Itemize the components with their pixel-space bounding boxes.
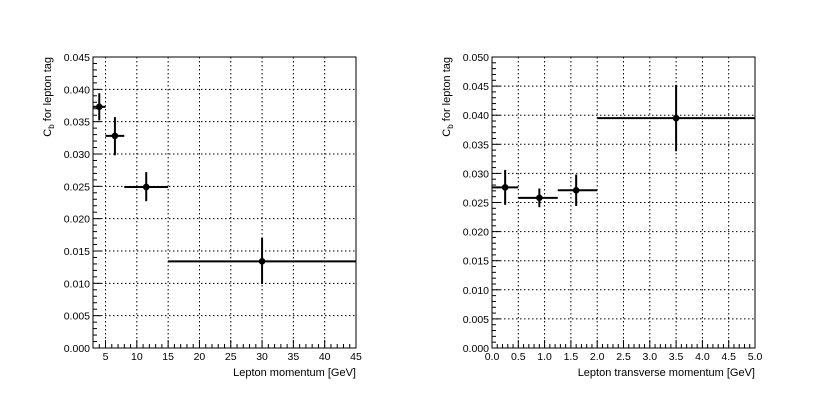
y-axis-label: Cb for lepton tag [42, 57, 56, 137]
x-tick-label: 4.5 [721, 351, 736, 363]
y-tick-label: 0.040 [64, 84, 90, 96]
x-tick-label: 25 [225, 351, 237, 363]
y-tick-label: 0.035 [463, 139, 489, 151]
y-tick-label: 0.005 [64, 311, 90, 323]
x-tick-label: 40 [319, 351, 331, 363]
x-tick-label: 2.5 [616, 351, 631, 363]
x-tick-label: 20 [194, 351, 206, 363]
y-axis-label-main: C [441, 129, 453, 137]
y-tick-label: 0.050 [463, 52, 489, 64]
x-tick-label: 15 [162, 351, 174, 363]
y-axis-label-subscript: b [446, 124, 455, 129]
y-tick-label: 0.030 [64, 149, 90, 161]
x-tick-label: 0.0 [485, 351, 500, 363]
y-tick-label: 0.010 [463, 285, 489, 297]
x-tick-label: 35 [288, 351, 300, 363]
data-point [142, 183, 150, 191]
data-point [572, 186, 580, 194]
y-tick-label: 0.035 [64, 117, 90, 129]
data-point [536, 194, 543, 202]
y-tick-label: 0.015 [64, 246, 90, 258]
x-tick-label: 0.5 [511, 351, 526, 363]
x-tick-label: 4.0 [695, 351, 710, 363]
y-tick-label: 0.025 [463, 198, 489, 210]
x-tick-label: 1.0 [537, 351, 552, 363]
data-point [111, 132, 119, 140]
y-axis-label-main: C [42, 129, 54, 137]
data-point [95, 103, 103, 111]
y-tick-label: 0.010 [64, 278, 90, 290]
y-axis-label: Cb for lepton tag [441, 57, 455, 137]
x-tick-label: 5.0 [748, 351, 763, 363]
x-tick-label: 5 [103, 351, 109, 363]
y-tick-label: 0.000 [64, 343, 90, 355]
chart-left: 5 10 15 20 25 30 35 40 45 0.000 0.005 0.010 0.015 0.0… [42, 52, 362, 379]
x-tick-label: 1.5 [564, 351, 579, 363]
y-axis-label-rest: for lepton tag [441, 57, 453, 124]
x-tick-label: 3.5 [669, 351, 684, 363]
y-tick-label: 0.030 [463, 168, 489, 180]
y-tick-label: 0.005 [463, 314, 489, 326]
data-point [672, 114, 680, 122]
y-tick-label: 0.020 [463, 227, 489, 239]
y-axis-label-rest: for lepton tag [42, 57, 54, 124]
y-tick-label: 0.025 [64, 181, 90, 193]
x-tick-label: 2.0 [590, 351, 605, 363]
chart-right: 0.0 0.5 1.0 1.5 2.0 2.5 3.0 3.5 4.0 4.5 5.0 0.000 0.… [441, 52, 762, 379]
y-tick-label: 0.000 [463, 343, 489, 355]
y-tick-label: 0.020 [64, 214, 90, 226]
x-axis-label: Lepton momentum [GeV] [233, 367, 356, 379]
y-tick-label: 0.045 [64, 52, 90, 64]
y-tick-label: 0.045 [463, 81, 489, 93]
data-point [501, 184, 509, 191]
x-axis-label: Lepton transverse momentum [GeV] [578, 367, 755, 379]
y-tick-label: 0.015 [463, 256, 489, 268]
data-point [258, 258, 266, 265]
x-tick-label: 10 [131, 351, 143, 363]
y-axis-label-subscript: b [47, 124, 56, 129]
y-tick-label: 0.040 [463, 110, 489, 122]
x-tick-label: 3.0 [642, 351, 657, 363]
x-tick-label: 45 [350, 351, 362, 363]
x-tick-label: 30 [256, 351, 268, 363]
